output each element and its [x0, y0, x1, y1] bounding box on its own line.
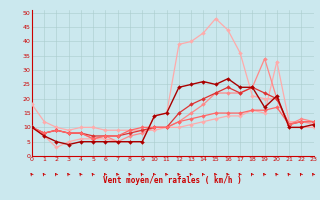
X-axis label: Vent moyen/en rafales ( km/h ): Vent moyen/en rafales ( km/h ) — [103, 176, 242, 185]
